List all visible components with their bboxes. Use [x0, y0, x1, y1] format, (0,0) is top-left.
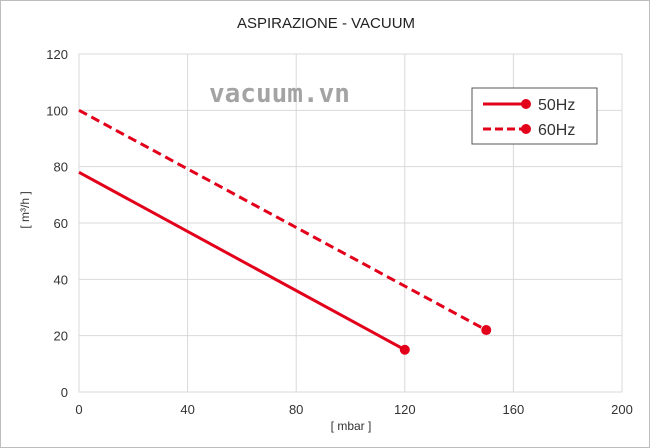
x-axis-title: [ mbar ] — [331, 419, 372, 433]
legend-swatch-marker — [521, 99, 531, 109]
legend-label: 60Hz — [538, 122, 575, 139]
series-group — [78, 109, 492, 355]
series-line — [78, 109, 487, 332]
legend-label: 50Hz — [538, 97, 575, 114]
x-tick-label: 40 — [180, 402, 194, 417]
x-tick-label: 80 — [289, 402, 303, 417]
chart-title: ASPIRAZIONE - VACUUM — [237, 15, 415, 32]
x-tick-label: 0 — [75, 402, 82, 417]
legend-item: 50Hz — [483, 97, 575, 114]
series-line — [78, 170, 406, 352]
grid — [79, 53, 623, 392]
y-axis-title: [ m³/h ] — [18, 191, 32, 228]
y-tick-label: 0 — [61, 385, 68, 400]
legend-box — [471, 87, 598, 145]
legend-item: 60Hz — [483, 122, 575, 139]
y-tick-label: 80 — [54, 160, 68, 175]
y-tick-label: 20 — [54, 329, 68, 344]
watermark: vacuum.vn — [209, 79, 350, 109]
x-tick-label: 200 — [611, 402, 633, 417]
series-60Hz — [78, 109, 492, 336]
y-tick-label: 100 — [46, 103, 68, 118]
y-tick-label: 40 — [54, 272, 68, 287]
legend: 50Hz 60Hz — [471, 87, 598, 145]
series-50Hz — [78, 170, 410, 355]
y-tick-label: 60 — [54, 216, 68, 231]
series-end-point — [481, 325, 492, 336]
tick-labels: 0 40 80 120 160 200 0 20 40 60 80 100 120 — [46, 47, 633, 417]
x-tick-label: 160 — [503, 402, 525, 417]
series-end-point — [399, 344, 410, 355]
legend-swatch-marker — [521, 124, 531, 134]
x-tick-label: 120 — [394, 402, 416, 417]
y-tick-label: 120 — [46, 47, 68, 62]
